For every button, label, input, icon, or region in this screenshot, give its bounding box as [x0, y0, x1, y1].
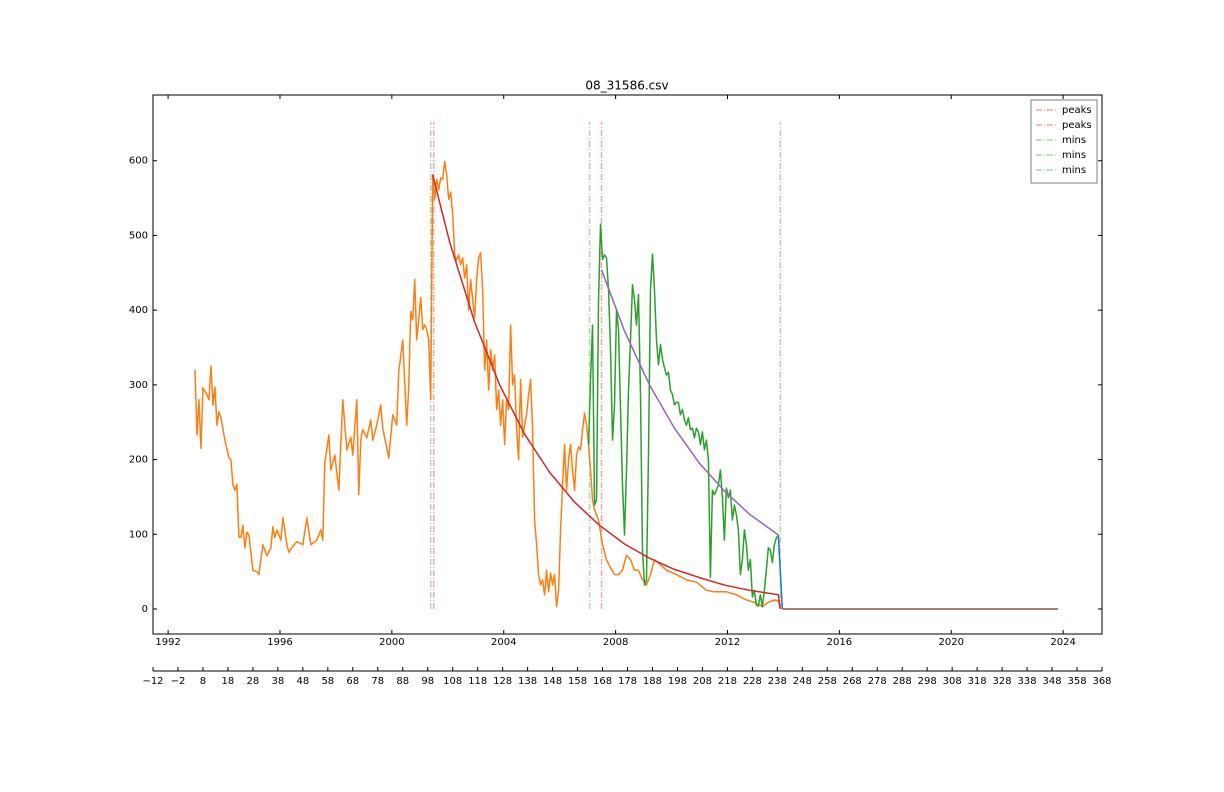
legend-label: peaks	[1062, 105, 1092, 116]
x-tick-label: 318	[968, 676, 987, 687]
series-line	[194, 160, 782, 610]
x-tick-label: 228	[743, 676, 762, 687]
x-tick-label: 328	[993, 676, 1012, 687]
x2-tick-label: 2016	[827, 637, 852, 648]
x-tick-label: 38	[272, 676, 285, 687]
x2-tick-label: 2004	[491, 637, 516, 648]
series-line	[777, 534, 784, 610]
series-line	[587, 223, 779, 608]
x-tick-label: 88	[396, 676, 409, 687]
legend-label: mins	[1062, 165, 1086, 176]
x-tick-label: 248	[793, 676, 812, 687]
plot-layer	[194, 121, 1059, 610]
x-tick-label: 278	[868, 676, 887, 687]
x-tick-label: −12	[142, 676, 163, 687]
x-tick-label: 268	[843, 676, 862, 687]
x2-tick-label: 2000	[379, 637, 404, 648]
legend-box	[1030, 99, 1098, 184]
x-tick-label: 78	[371, 676, 384, 687]
x-tick-label: 188	[643, 676, 662, 687]
y-tick-label: 200	[129, 455, 148, 466]
x-tick-label: 98	[421, 676, 434, 687]
x-tick-label: 48	[296, 676, 309, 687]
x-tick-label: 218	[718, 676, 737, 687]
series-line	[600, 269, 779, 536]
legend-label: mins	[1062, 150, 1086, 161]
y-tick-label: 400	[129, 305, 148, 316]
y-tick-label: 600	[129, 156, 148, 167]
x-tick-label: 108	[443, 676, 462, 687]
x-tick-label: 138	[518, 676, 537, 687]
x-tick-label: 288	[893, 676, 912, 687]
x-tick-label: 128	[493, 676, 512, 687]
x2-tick-label: 2020	[939, 637, 964, 648]
x2-tick-label: 2008	[603, 637, 628, 648]
y-tick-label: 100	[129, 529, 148, 540]
x-tick-label: 158	[568, 676, 587, 687]
x-tick-label: 28	[247, 676, 260, 687]
series-line	[431, 174, 782, 610]
legend-label: mins	[1062, 135, 1086, 146]
y-tick-label: 500	[129, 230, 148, 241]
x-tick-label: 118	[468, 676, 487, 687]
x2-tick-label: 2012	[715, 637, 740, 648]
x-tick-label: 148	[543, 676, 562, 687]
x2-tick-label: 2024	[1050, 637, 1075, 648]
y-tick-label: 0	[142, 604, 148, 615]
x-tick-label: 68	[346, 676, 359, 687]
y-tick-label: 300	[129, 380, 148, 391]
x-tick-label: 348	[1043, 676, 1062, 687]
x-tick-label: 338	[1018, 676, 1037, 687]
x-tick-label: 18	[222, 676, 235, 687]
x-tick-label: −2	[171, 676, 186, 687]
x-tick-label: 298	[918, 676, 937, 687]
legend-label: peaks	[1062, 120, 1092, 131]
x-tick-label: 8	[200, 676, 206, 687]
x-tick-label: 358	[1067, 676, 1086, 687]
x-tick-label: 238	[768, 676, 787, 687]
x-tick-label: 208	[693, 676, 712, 687]
x-tick-label: 178	[618, 676, 637, 687]
x-tick-label: 198	[668, 676, 687, 687]
x-tick-label: 168	[593, 676, 612, 687]
x-tick-label: 368	[1092, 676, 1111, 687]
x2-tick-label: 1992	[155, 637, 180, 648]
chart-title: 08_31586.csv	[585, 79, 668, 93]
x-tick-label: 308	[943, 676, 962, 687]
x2-tick-label: 1996	[267, 637, 292, 648]
x-tick-label: 58	[321, 676, 334, 687]
plot-area	[152, 94, 1103, 635]
x-tick-label: 258	[818, 676, 837, 687]
